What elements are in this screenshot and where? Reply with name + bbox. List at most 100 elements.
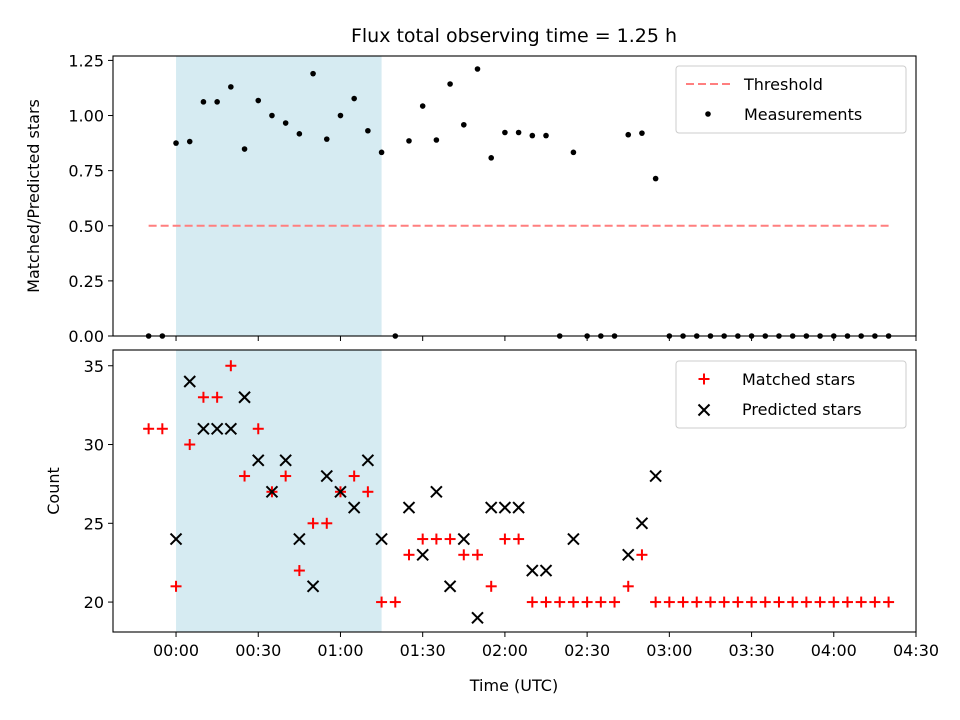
y-tick-label: 25 [84, 514, 104, 533]
measurement-point [529, 132, 536, 139]
x-tick-label: 04:30 [893, 641, 939, 660]
matched-star-marker [704, 596, 716, 608]
cross-stroke [416, 548, 429, 562]
y-tick-label: 0.50 [68, 217, 104, 236]
top-y-axis-label: Matched/Predicted stars [24, 99, 43, 293]
cross-stroke [197, 422, 210, 435]
predicted-star-marker [361, 454, 375, 467]
measurement-point [296, 131, 303, 137]
matched-star-marker [677, 596, 689, 608]
predicted-star-marker [526, 564, 539, 577]
matched-star-marker [211, 391, 223, 403]
matched-star-marker [197, 391, 209, 403]
cross-stroke [169, 532, 183, 546]
measurement-point [269, 112, 275, 119]
predicted-star-marker [622, 548, 635, 562]
predicted-star-marker [238, 391, 251, 404]
predicted-star-marker [197, 422, 210, 435]
measurement-point [351, 95, 357, 102]
predicted-star-marker [443, 580, 457, 593]
predicted-star-marker [279, 454, 292, 467]
top-legend: Threshold Measurements [675, 65, 907, 134]
matched-star-marker [759, 596, 771, 608]
matched-star-marker [554, 596, 566, 608]
measurement-point [433, 137, 440, 143]
y-tick-label: 35 [84, 357, 104, 376]
top-y-ticks: 0.00 0.25 0.50 0.75 1.00 1.25 [68, 51, 113, 346]
measurement-point [241, 146, 248, 152]
top-shaded-span [176, 56, 382, 336]
matched-star-marker [746, 596, 758, 608]
top-legend-box [675, 65, 907, 134]
x-tick-label: 00:30 [235, 641, 281, 660]
legend-matched-swatch [698, 373, 710, 385]
measurement-point [488, 155, 495, 161]
matched-star-marker [472, 549, 484, 561]
x-tick-label: 01:00 [317, 641, 363, 660]
matched-star-marker [773, 596, 785, 608]
bottom-y-ticks: 20 25 30 35 [84, 357, 113, 612]
predicted-star-marker [484, 501, 498, 514]
cross-stroke [402, 501, 416, 514]
measurement-point [625, 131, 632, 138]
cross-stroke [471, 611, 484, 625]
matched-star-marker [293, 565, 305, 577]
cross-stroke [443, 580, 457, 593]
matched-star-marker [307, 517, 319, 529]
measurement-point [255, 97, 262, 104]
matched-star-marker [787, 596, 799, 608]
x-tick-label: 03:00 [646, 641, 692, 660]
predicted-star-marker [457, 532, 471, 546]
cross-stroke [210, 422, 224, 435]
measurement-point [447, 81, 453, 87]
matched-star-markers [143, 360, 895, 608]
top-axes: 0.00 0.25 0.50 0.75 1.00 1.25 Matched/Predict… [24, 51, 917, 346]
measurement-point [378, 149, 385, 156]
cross-stroke [334, 485, 347, 498]
matched-star-marker [526, 596, 538, 608]
bottom-legend-box [675, 360, 907, 429]
bottom-y-axis-label: Count [44, 467, 63, 515]
cross-stroke [498, 501, 512, 514]
matched-star-marker [691, 596, 703, 608]
matched-star-marker [636, 549, 648, 561]
legend-measurement-swatch [705, 111, 711, 117]
measurement-point [173, 140, 179, 146]
x-axis-label: Time (UTC) [469, 676, 558, 695]
x-tick-label: 00:00 [153, 641, 199, 660]
top-axes-frame [112, 55, 917, 337]
predicted-star-marker [347, 501, 361, 514]
predicted-star-marker [649, 469, 662, 483]
cross-stroke [306, 580, 320, 593]
predicted-star-marker [334, 485, 347, 498]
cross-stroke [484, 501, 498, 514]
cross-stroke [649, 469, 662, 483]
measurement-point [310, 70, 316, 77]
predicted-star-marker [375, 532, 388, 546]
legend-matched-label: Matched stars [742, 370, 855, 389]
x-tick-label: 01:30 [400, 641, 446, 660]
matched-star-marker [389, 596, 401, 608]
cross-stroke [567, 532, 580, 546]
matched-star-marker [170, 580, 182, 592]
y-tick-label: 0.75 [68, 162, 104, 181]
legend-predicted-label: Predicted stars [742, 400, 862, 419]
measurement-point [419, 103, 426, 109]
predicted-star-marker [416, 548, 429, 562]
cross-stroke [183, 375, 196, 388]
measurement-point [337, 112, 344, 119]
cross-stroke [635, 517, 649, 530]
cross-stroke [697, 403, 711, 417]
cross-stroke [539, 564, 553, 577]
predicted-star-markers [169, 375, 662, 625]
matched-star-marker [252, 423, 264, 435]
measurement-point [406, 138, 412, 144]
cross-stroke [252, 454, 265, 467]
matched-star-marker [855, 596, 867, 608]
predicted-star-marker [471, 611, 484, 625]
predicted-star-marker [169, 532, 183, 546]
predicted-star-marker [430, 485, 443, 498]
y-tick-label: 1.00 [68, 107, 104, 126]
predicted-star-marker [539, 564, 553, 577]
